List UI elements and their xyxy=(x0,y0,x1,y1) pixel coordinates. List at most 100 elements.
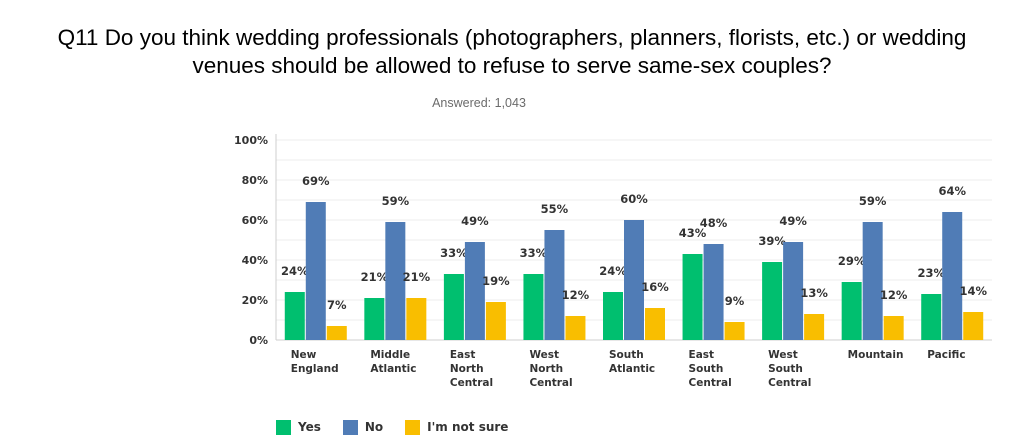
bar-not-sure xyxy=(883,316,904,340)
x-tick-label: East South Central xyxy=(689,349,732,389)
x-tick-label-line: West xyxy=(529,349,559,361)
data-label-no: 69% xyxy=(302,174,330,188)
data-label-not-sure: 12% xyxy=(880,288,908,302)
data-label-yes: 43% xyxy=(679,226,707,240)
bar-yes xyxy=(603,292,623,340)
legend-label-yes: Yes xyxy=(298,420,321,434)
bar-not-sure xyxy=(485,302,506,340)
x-tick-label-line: Central xyxy=(768,377,811,389)
data-label-not-sure: 7% xyxy=(327,298,347,312)
data-label-no: 48% xyxy=(700,216,728,230)
x-tick-label-line: Mountain xyxy=(848,349,904,361)
legend-item-yes: Yes xyxy=(276,419,321,435)
x-tick-label: Mountain xyxy=(848,349,904,361)
bar-not-sure xyxy=(406,298,427,340)
data-label-no: 59% xyxy=(859,194,887,208)
bar-yes xyxy=(443,274,464,340)
chart-title-line-1: Q11 Do you think wedding professionals (… xyxy=(57,25,967,50)
bar-no xyxy=(305,202,326,340)
legend-item-not-sure: I'm not sure xyxy=(405,419,509,435)
bar-yes xyxy=(523,274,544,340)
bar-not-sure xyxy=(326,326,347,340)
x-tick-label: Middle Atlantic xyxy=(370,349,416,375)
x-tick-label: Pacific xyxy=(927,349,965,361)
bar-yes xyxy=(921,294,942,340)
x-tick-label-line: England xyxy=(291,363,339,375)
data-label-yes: 24% xyxy=(599,264,627,278)
data-label-not-sure: 12% xyxy=(562,288,590,302)
x-tick-label-line: New xyxy=(291,349,317,361)
y-tick-label: 40% xyxy=(242,254,268,267)
y-tick-label: 0% xyxy=(249,334,268,347)
data-label-not-sure: 14% xyxy=(959,284,987,298)
data-label-yes: 33% xyxy=(440,246,468,260)
answered-count: Answered: 1,043 xyxy=(432,96,526,110)
y-tick-label: 20% xyxy=(242,294,268,307)
x-tick-label: West North Central xyxy=(529,349,572,389)
data-label-not-sure: 19% xyxy=(482,274,510,288)
bar-no xyxy=(703,244,724,340)
data-label-no: 49% xyxy=(779,214,807,228)
legend-item-no: No xyxy=(342,419,384,435)
bar-not-sure xyxy=(963,312,984,340)
bar-yes xyxy=(762,262,783,340)
x-tick-label-line: South xyxy=(609,349,644,361)
x-tick-label-line: Atlantic xyxy=(609,363,655,375)
bar-no xyxy=(544,230,565,340)
data-label-not-sure: 13% xyxy=(800,286,828,300)
x-tick-label-line: Atlantic xyxy=(370,363,416,375)
bar-no xyxy=(942,212,963,340)
data-label-yes: 23% xyxy=(917,266,945,280)
bar-no xyxy=(624,220,644,340)
bar-no xyxy=(464,242,485,340)
x-tick-label: South Atlantic xyxy=(609,349,655,375)
x-tick-label-line: Pacific xyxy=(927,349,965,361)
data-label-yes: 29% xyxy=(838,254,866,268)
x-tick-label-line: Central xyxy=(529,377,572,389)
bar-yes xyxy=(364,298,385,340)
bar-not-sure xyxy=(645,308,665,340)
data-label-yes: 33% xyxy=(520,246,548,260)
bar-no xyxy=(862,222,883,340)
data-label-yes: 24% xyxy=(281,264,309,278)
data-label-no: 59% xyxy=(382,194,410,208)
data-label-yes: 39% xyxy=(758,234,786,248)
data-label-not-sure: 16% xyxy=(641,280,669,294)
bar-not-sure xyxy=(724,322,745,340)
bar-yes xyxy=(841,282,862,340)
x-tick-label-line: East xyxy=(689,349,715,361)
x-tick-label-line: North xyxy=(529,363,563,375)
bar-no xyxy=(385,222,406,340)
x-tick-label: New England xyxy=(291,349,339,375)
bar-no xyxy=(783,242,804,340)
chart-title: Q11 Do you think wedding professionals (… xyxy=(0,24,1024,80)
x-tick-label-line: Central xyxy=(450,377,493,389)
x-tick-label-line: West xyxy=(768,349,798,361)
data-label-not-sure: 9% xyxy=(725,294,745,308)
data-label-yes: 21% xyxy=(361,270,389,284)
x-tick-label: East North Central xyxy=(450,349,493,389)
legend-label-no: No xyxy=(364,420,384,434)
y-tick-label: 100% xyxy=(234,134,268,147)
bar-yes xyxy=(682,254,703,340)
bar-not-sure xyxy=(804,314,825,340)
data-label-no: 49% xyxy=(461,214,489,228)
x-tick-label-line: Central xyxy=(689,377,732,389)
x-tick-label-line: South xyxy=(768,363,803,375)
y-tick-label: 60% xyxy=(242,214,268,227)
chart-legend: Yes No I'm not sure xyxy=(276,418,530,436)
x-tick-label-line: South xyxy=(689,363,724,375)
legend-swatch-no xyxy=(342,419,358,435)
legend-swatch-not-sure xyxy=(405,419,421,435)
legend-label-not-sure: I'm not sure xyxy=(427,420,509,434)
chart-title-line-2: venues should be allowed to refuse to se… xyxy=(192,53,832,78)
y-tick-label: 80% xyxy=(242,174,268,187)
bar-chart: 0% 20% 40% 60% 80% 100% 24% 69% 7% New England 21% 5… xyxy=(234,134,992,389)
x-tick-label-line: North xyxy=(450,363,484,375)
data-label-not-sure: 21% xyxy=(403,270,431,284)
x-tick-label: West South Central xyxy=(768,349,811,389)
bar-yes xyxy=(284,292,305,340)
data-label-no: 60% xyxy=(620,192,648,206)
data-label-no: 64% xyxy=(938,184,966,198)
x-tick-label-line: East xyxy=(450,349,476,361)
